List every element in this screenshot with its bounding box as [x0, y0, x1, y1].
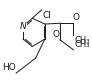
Text: CH₃: CH₃	[74, 36, 90, 45]
Text: O: O	[52, 30, 59, 39]
Text: Cl: Cl	[42, 11, 51, 20]
Text: O: O	[73, 13, 80, 22]
Text: HO: HO	[2, 63, 15, 72]
Text: N: N	[20, 22, 26, 31]
Text: CH₃: CH₃	[74, 40, 90, 49]
